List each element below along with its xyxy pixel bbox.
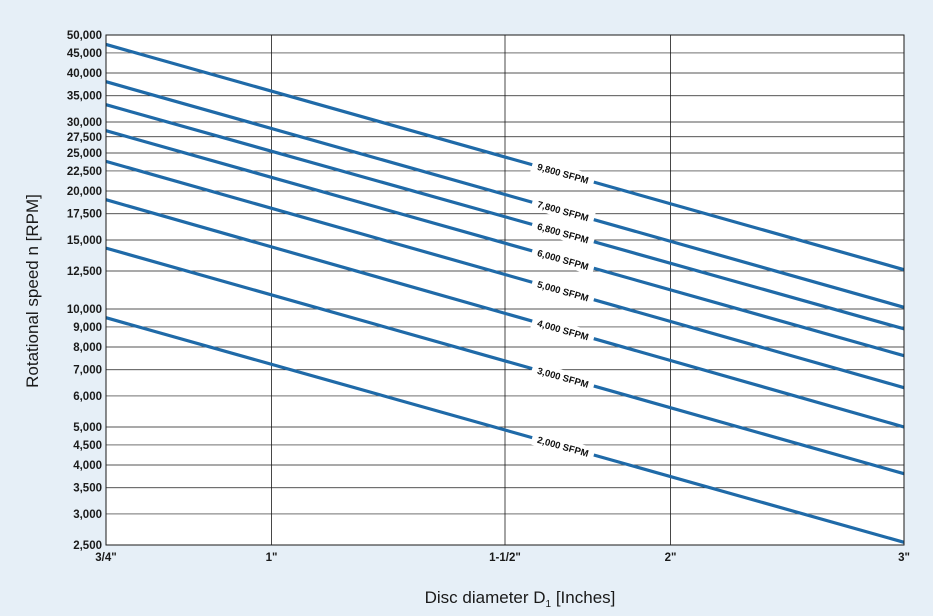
y-tick-label: 30,000 bbox=[67, 117, 102, 129]
y-tick-label: 50,000 bbox=[67, 30, 102, 42]
x-axis-title: Disc diameter D1 [Inches] bbox=[425, 588, 616, 610]
x-axis-ticks: 3/4" 1" 1-1/2" 2" 3" bbox=[95, 552, 910, 564]
y-tick-label: 15,000 bbox=[67, 235, 102, 247]
series-line bbox=[105, 159, 905, 390]
series-label-background bbox=[530, 217, 596, 249]
series-label-background bbox=[530, 430, 596, 462]
x-tick-label: 1-1/2" bbox=[489, 552, 521, 564]
y-tick-label: 20,000 bbox=[67, 186, 102, 198]
series-label-background bbox=[530, 314, 596, 346]
y-tick-label: 22,500 bbox=[67, 166, 102, 178]
y-tick-label: 7,000 bbox=[73, 365, 102, 377]
series-line bbox=[105, 316, 905, 544]
y-tick-label: 40,000 bbox=[67, 68, 102, 80]
series-line bbox=[105, 246, 905, 476]
series-label-background bbox=[530, 361, 596, 393]
x-axis-title-main: Disc diameter D bbox=[425, 588, 546, 607]
y-tick-label: 2,500 bbox=[73, 540, 102, 552]
series-line bbox=[105, 80, 905, 309]
series-line bbox=[105, 103, 905, 331]
y-tick-label: 17,500 bbox=[67, 209, 102, 221]
x-tick-label: 1" bbox=[266, 552, 278, 564]
y-tick-label: 5,000 bbox=[73, 422, 102, 434]
x-axis-title-subscript: 1 bbox=[546, 599, 552, 610]
x-axis-title-tail: [Inches] bbox=[551, 588, 615, 607]
x-tick-label: 3/4" bbox=[95, 552, 116, 564]
plot-frame bbox=[105, 34, 905, 546]
y-tick-label: 9,000 bbox=[73, 322, 102, 334]
y-tick-label: 25,000 bbox=[67, 148, 102, 160]
y-tick-label: 10,000 bbox=[67, 304, 102, 316]
y-tick-label: 8,000 bbox=[73, 342, 102, 354]
series-label-background bbox=[530, 195, 596, 227]
series-label-background bbox=[530, 244, 596, 275]
y-tick-label: 12,500 bbox=[67, 266, 102, 278]
series-line bbox=[105, 42, 905, 272]
y-tick-label: 4,500 bbox=[73, 440, 102, 452]
y-tick-label: 4,000 bbox=[73, 460, 102, 472]
series-label-background bbox=[530, 275, 596, 307]
y-tick-label: 35,000 bbox=[67, 91, 102, 103]
x-tick-label: 2" bbox=[665, 552, 677, 564]
y-axis-ticks: 50,000 45,000 40,000 35,000 30,000 27,500 25,0… bbox=[67, 30, 102, 552]
y-axis-title: Rotational speed n [RPM] bbox=[23, 194, 42, 388]
y-tick-label: 27,500 bbox=[67, 132, 102, 144]
series-line bbox=[105, 129, 905, 358]
series-label-background bbox=[530, 157, 596, 189]
series-lines bbox=[105, 42, 905, 544]
y-tick-label: 3,500 bbox=[73, 483, 102, 495]
y-tick-label: 45,000 bbox=[67, 48, 102, 60]
y-tick-label: 6,000 bbox=[73, 391, 102, 403]
series-line bbox=[105, 198, 905, 429]
x-tick-label: 3" bbox=[898, 552, 910, 564]
y-tick-label: 3,000 bbox=[73, 509, 102, 521]
